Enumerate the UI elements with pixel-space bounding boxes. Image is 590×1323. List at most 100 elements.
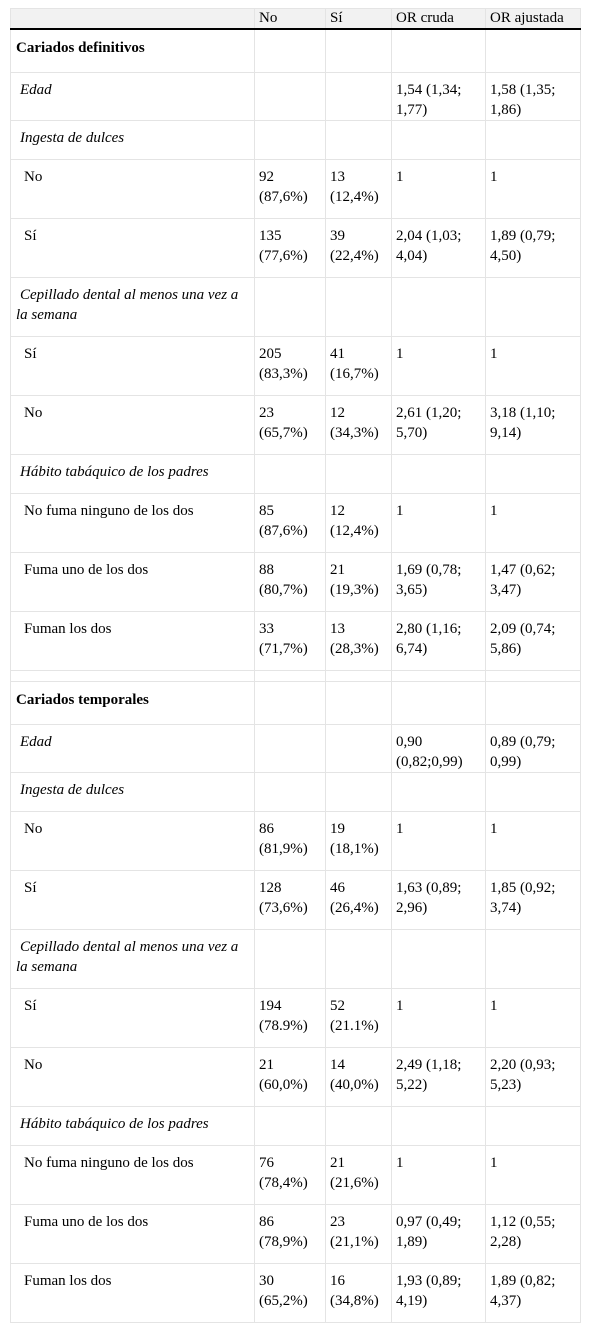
row-label: Cepillado dental al menos una vez a la s…: [10, 277, 255, 337]
count-si: 12 (12,4%): [325, 493, 392, 553]
or-ajustada: [485, 670, 581, 682]
count-no: 194 (78.9%): [254, 988, 326, 1048]
count-no: 88 (80,7%): [254, 552, 326, 612]
or-ajustada: [485, 120, 581, 160]
count-no: 21 (60,0%): [254, 1047, 326, 1107]
variable-row: Edad 0,90 (0,82;0,99) 0,89 (0,79; 0,99): [10, 724, 581, 773]
or-ajustada: 1,89 (0,79; 4,50): [485, 218, 581, 278]
or-ajustada: 1: [485, 988, 581, 1048]
or-ajustada: 2,20 (0,93; 5,23): [485, 1047, 581, 1107]
or-ajustada: 0,89 (0,79; 0,99): [485, 724, 581, 773]
count-si: 41 (16,7%): [325, 336, 392, 396]
or-ajustada: 1: [485, 1145, 581, 1205]
row-label: Cariados temporales: [10, 681, 255, 725]
category-row: Fuman los dos 30 (65,2%) 16 (34,8%) 1,93 (0…: [10, 1263, 581, 1323]
row-label: No: [10, 1047, 255, 1107]
row-label: Fuman los dos: [10, 1263, 255, 1323]
count-no: [254, 670, 326, 682]
odds-ratio-table: No Sí OR cruda OR ajustada Cariados defi…: [10, 8, 581, 1323]
or-ajustada: 1: [485, 811, 581, 871]
row-label: Edad: [10, 72, 255, 121]
count-si: [325, 772, 392, 812]
count-no: 23 (65,7%): [254, 395, 326, 455]
or-cruda: 2,80 (1,16; 6,74): [391, 611, 486, 671]
count-si: 46 (26,4%): [325, 870, 392, 930]
row-label: Sí: [10, 870, 255, 930]
or-cruda: [391, 670, 486, 682]
category-row: Fuma uno de los dos 86 (78,9%) 23 (21,1%) 0…: [10, 1204, 581, 1264]
count-no: [254, 72, 326, 121]
or-cruda: [391, 772, 486, 812]
count-no: 135 (77,6%): [254, 218, 326, 278]
or-ajustada: [485, 929, 581, 989]
count-si: 23 (21,1%): [325, 1204, 392, 1264]
row-label: Sí: [10, 336, 255, 396]
count-no: [254, 929, 326, 989]
count-si: [325, 277, 392, 337]
count-no: [254, 724, 326, 773]
row-label: Fuma uno de los dos: [10, 552, 255, 612]
row-label: Hábito tabáquico de los padres: [10, 454, 255, 494]
or-cruda: 0,97 (0,49; 1,89): [391, 1204, 486, 1264]
or-cruda: [391, 277, 486, 337]
or-ajustada: 1,89 (0,82; 4,37): [485, 1263, 581, 1323]
count-no: [254, 681, 326, 725]
or-ajustada: [485, 454, 581, 494]
variable-row: Ingesta de dulces: [10, 120, 581, 160]
category-row: Fuma uno de los dos 88 (80,7%) 21 (19,3%) 1…: [10, 552, 581, 612]
or-ajustada: 1,58 (1,35; 1,86): [485, 72, 581, 121]
count-si: [325, 670, 392, 682]
row-label: Edad: [10, 724, 255, 773]
or-ajustada: 1,12 (0,55; 2,28): [485, 1204, 581, 1264]
or-cruda: 1: [391, 988, 486, 1048]
table-header-row: No Sí OR cruda OR ajustada: [10, 8, 581, 30]
or-cruda: 1,63 (0,89; 2,96): [391, 870, 486, 930]
header-si: Sí: [325, 8, 392, 30]
category-row: No fuma ninguno de los dos 85 (87,6%) 12 (…: [10, 493, 581, 553]
or-cruda: 1: [391, 159, 486, 219]
count-si: 13 (12,4%): [325, 159, 392, 219]
header-no: No: [254, 8, 326, 30]
category-row: No 21 (60,0%) 14 (40,0%) 2,49 (1,18; 5,22) 2…: [10, 1047, 581, 1107]
count-si: 21 (21,6%): [325, 1145, 392, 1205]
or-ajustada: 1: [485, 336, 581, 396]
or-cruda: [391, 28, 486, 73]
variable-row: Hábito tabáquico de los padres: [10, 454, 581, 494]
count-no: 92 (87,6%): [254, 159, 326, 219]
or-ajustada: [485, 28, 581, 73]
category-row: Fuman los dos 33 (71,7%) 13 (28,3%) 2,80 (1…: [10, 611, 581, 671]
or-ajustada: [485, 277, 581, 337]
count-si: [325, 724, 392, 773]
count-si: [325, 120, 392, 160]
row-label: Cepillado dental al menos una vez a la s…: [10, 929, 255, 989]
or-cruda: 1: [391, 811, 486, 871]
spacer-row: [10, 670, 581, 682]
or-ajustada: 3,18 (1,10; 9,14): [485, 395, 581, 455]
or-cruda: [391, 929, 486, 989]
count-si: 19 (18,1%): [325, 811, 392, 871]
variable-row: Edad 1,54 (1,34; 1,77) 1,58 (1,35; 1,86): [10, 72, 581, 121]
category-row: Sí 205 (83,3%) 41 (16,7%) 1 1: [10, 336, 581, 396]
variable-row: Cepillado dental al menos una vez a la s…: [10, 929, 581, 989]
or-ajustada: [485, 772, 581, 812]
category-row: No 92 (87,6%) 13 (12,4%) 1 1: [10, 159, 581, 219]
count-no: [254, 120, 326, 160]
count-si: 21 (19,3%): [325, 552, 392, 612]
count-si: 52 (21.1%): [325, 988, 392, 1048]
count-si: [325, 681, 392, 725]
row-label: Sí: [10, 218, 255, 278]
row-label: Fuma uno de los dos: [10, 1204, 255, 1264]
or-ajustada: 1: [485, 159, 581, 219]
or-cruda: 1: [391, 1145, 486, 1205]
count-si: 12 (34,3%): [325, 395, 392, 455]
count-si: 13 (28,3%): [325, 611, 392, 671]
or-cruda: 1,93 (0,89; 4,19): [391, 1263, 486, 1323]
or-cruda: [391, 120, 486, 160]
variable-row: Cepillado dental al menos una vez a la s…: [10, 277, 581, 337]
count-si: [325, 1106, 392, 1146]
row-label: No fuma ninguno de los dos: [10, 493, 255, 553]
category-row: No 86 (81,9%) 19 (18,1%) 1 1: [10, 811, 581, 871]
count-no: 85 (87,6%): [254, 493, 326, 553]
count-no: [254, 277, 326, 337]
row-label: Fuman los dos: [10, 611, 255, 671]
